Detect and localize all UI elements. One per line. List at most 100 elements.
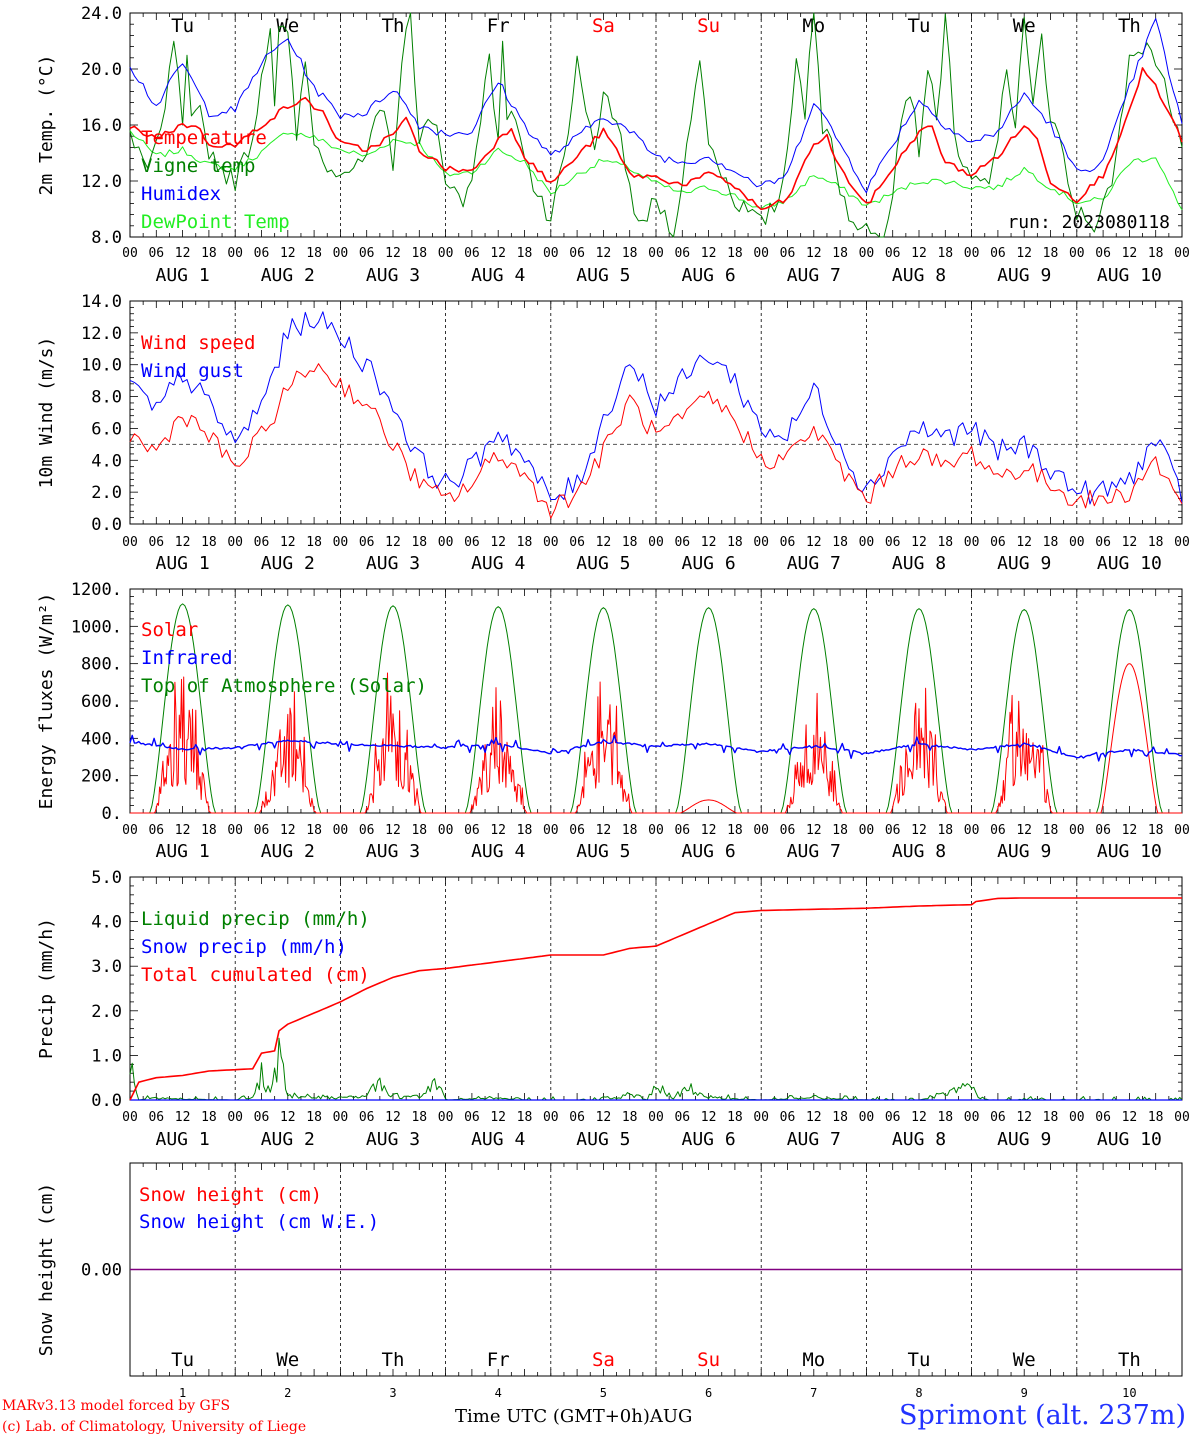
hour-tick-label: 06: [990, 823, 1006, 838]
hour-tick-label: 12: [911, 823, 927, 838]
hour-tick-label: 12: [806, 246, 822, 261]
series-solar: [130, 663, 1182, 814]
hour-tick-label: 18: [727, 535, 743, 550]
hour-tick-label: 06: [885, 1110, 901, 1125]
hour-tick-label: 00: [753, 535, 769, 550]
hour-tick-label: 06: [1095, 823, 1111, 838]
weekday-label: Fr: [487, 1349, 510, 1371]
hour-tick-label: 00: [1069, 1110, 1085, 1125]
hour-tick-label: 00: [543, 823, 559, 838]
y-tick-label: 3.0: [91, 957, 122, 977]
legend-entry: Solar: [141, 619, 198, 641]
hour-tick-label: 06: [254, 823, 270, 838]
y-axis-label: Snow height (cm): [36, 1183, 57, 1356]
panel-5: 0.00 Snow height (cm) Snow height (cm) Snow…: [36, 1162, 1183, 1398]
hour-tick-label: 12: [385, 1110, 401, 1125]
hour-tick-label: 12: [490, 535, 506, 550]
weekday-label: Th: [1118, 1349, 1141, 1371]
hour-tick-label: 18: [411, 823, 427, 838]
series-dewpoint-temp: [129, 130, 1183, 211]
weekday-label: Tu: [171, 1349, 194, 1371]
hour-tick-label: 00: [227, 246, 243, 261]
y-tick-label: 5.0: [91, 868, 122, 888]
hour-tick-label: 18: [517, 1110, 533, 1125]
x-axis-title: Time UTC (GMT+0h)AUG: [455, 1406, 693, 1427]
hour-tick-label: 12: [175, 246, 191, 261]
y-axis-label: 10m Wind (m/s): [36, 337, 57, 489]
date-label: AUG 7: [787, 1129, 841, 1150]
hour-tick-label: 18: [727, 246, 743, 261]
date-label: AUG 8: [892, 841, 946, 862]
y-tick-label: 4.0: [91, 913, 122, 933]
hour-tick-label: 00: [1174, 1110, 1190, 1125]
hour-tick-label: 18: [622, 823, 638, 838]
y-tick-label: 200.: [81, 767, 122, 787]
hour-tick-label: 12: [701, 246, 717, 261]
y-tick-label: 400.: [81, 729, 122, 749]
day-number-label: 9: [1021, 1386, 1028, 1398]
y-tick-label: 800.: [81, 655, 122, 675]
hour-tick-label: 00: [227, 535, 243, 550]
hour-tick-label: 00: [333, 246, 349, 261]
hour-tick-label: 06: [254, 1110, 270, 1125]
hour-tick-label: 12: [280, 1110, 296, 1125]
hour-tick-label: 18: [937, 1110, 953, 1125]
date-label: AUG 6: [682, 265, 736, 286]
hour-tick-label: 00: [964, 535, 980, 550]
weekday-label: Th: [382, 15, 405, 37]
hour-tick-label: 18: [727, 1110, 743, 1125]
hour-tick-label: 18: [411, 246, 427, 261]
hour-tick-label: 06: [1095, 246, 1111, 261]
hour-tick-label: 06: [254, 535, 270, 550]
hour-tick-label: 18: [1148, 823, 1164, 838]
hour-tick-label: 00: [1069, 823, 1085, 838]
panel-1: 00 06 12 18 00 06 12 18 00 06 12 18 00 06 12 18 00 06 12 18…: [36, 4, 1190, 286]
hour-tick-label: 18: [832, 246, 848, 261]
y-tick-label: 10.0: [81, 356, 122, 376]
legend-entry: Total cumulated (cm): [141, 964, 370, 986]
panel-2: 00 06 12 18 00 06 12 18 00 06 12 18 00 06 12 18 00 06 12 18…: [36, 292, 1190, 574]
date-label: AUG 5: [576, 1129, 630, 1150]
date-label: AUG 4: [471, 841, 525, 862]
legend-entry: Snow height (cm W.E.): [139, 1211, 379, 1233]
hour-tick-label: 06: [1095, 1110, 1111, 1125]
hour-tick-label: 06: [885, 535, 901, 550]
date-label: AUG 7: [787, 841, 841, 862]
hour-tick-label: 06: [674, 823, 690, 838]
hour-tick-label: 06: [464, 246, 480, 261]
hour-tick-label: 18: [1148, 535, 1164, 550]
hour-tick-label: 00: [227, 1110, 243, 1125]
hour-tick-label: 00: [964, 823, 980, 838]
hour-tick-label: 06: [148, 246, 164, 261]
hour-tick-label: 00: [333, 535, 349, 550]
y-tick-label: 0.: [102, 804, 122, 824]
hour-tick-label: 06: [674, 246, 690, 261]
day-number-label: 10: [1122, 1386, 1136, 1398]
date-label: AUG 4: [471, 265, 525, 286]
hour-tick-label: 12: [175, 535, 191, 550]
hour-tick-label: 00: [1174, 823, 1190, 838]
weekday-label: We: [1013, 15, 1036, 37]
day-number-label: 5: [600, 1386, 607, 1398]
day-number-label: 4: [495, 1386, 502, 1398]
legend-entry: Wind gust: [141, 360, 244, 382]
series-total-cumulated: [129, 897, 1182, 1101]
day-number-label: 1: [179, 1386, 186, 1398]
series-wind-gust: [129, 311, 1183, 505]
weekday-label: Su: [697, 15, 720, 37]
date-label: AUG 9: [997, 841, 1051, 862]
panel-3: 00 06 12 18 00 06 12 18 00 06 12 18 00 06 12 18 00 06 12 18…: [36, 580, 1190, 862]
date-label: AUG 10: [1097, 265, 1162, 286]
date-label: AUG 3: [366, 1129, 420, 1150]
date-label: AUG 9: [997, 265, 1051, 286]
day-number-label: 2: [284, 1386, 291, 1398]
hour-tick-label: 00: [333, 1110, 349, 1125]
hour-tick-label: 18: [1043, 246, 1059, 261]
hour-tick-label: 18: [517, 246, 533, 261]
hour-tick-label: 18: [937, 246, 953, 261]
hour-tick-label: 00: [964, 1110, 980, 1125]
hour-tick-label: 06: [780, 535, 796, 550]
y-tick-label: 600.: [81, 692, 122, 712]
day-number-label: 3: [389, 1386, 396, 1398]
y-axis-label: Precip (mm/h): [36, 918, 57, 1059]
